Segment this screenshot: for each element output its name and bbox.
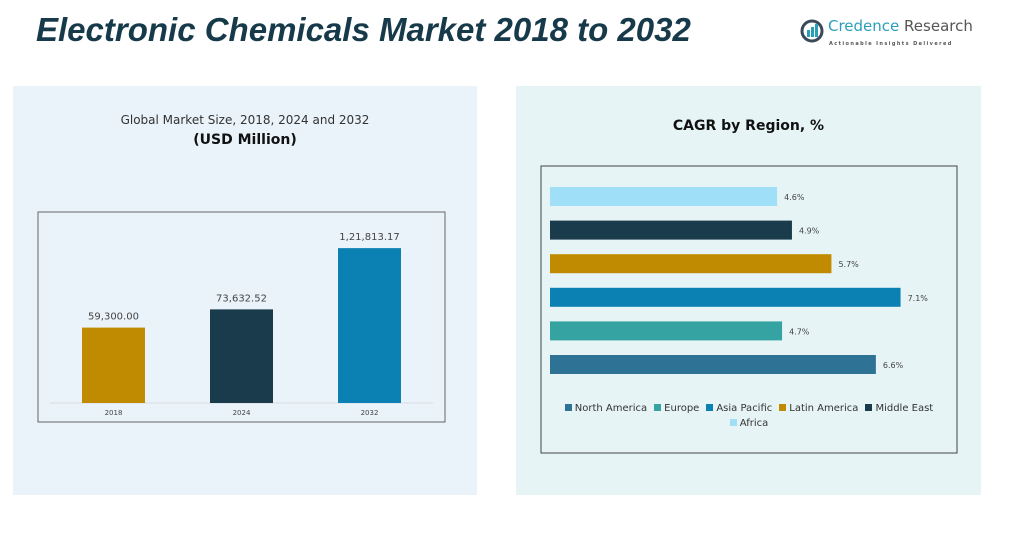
chart-title: CAGR by Region, %	[672, 118, 825, 134]
legend-swatch	[654, 404, 662, 411]
bar-africa	[550, 187, 778, 206]
bar-north-america	[550, 355, 876, 374]
market-plot-frame	[37, 211, 446, 423]
bar-asia-pacific	[550, 287, 901, 307]
page-title: Electronic Chemicals Market 2018 to 2032	[36, 11, 691, 48]
legend-item: North America	[564, 402, 648, 415]
legend-swatch	[779, 404, 787, 411]
legend-label: Africa	[739, 418, 769, 429]
logo-tagline: Actionable Insights Delivered	[829, 41, 953, 47]
legend-label: Asia Pacific	[716, 403, 773, 414]
bar-europe	[550, 321, 783, 341]
bar-value-label: 7.1%	[908, 294, 929, 303]
legend-label: Europe	[664, 403, 700, 414]
x-tick-label: 2032	[361, 409, 379, 417]
chart-title: Global Market Size, 2018, 2024 and 2032	[120, 113, 370, 127]
bar-value-label: 4.6%	[784, 193, 805, 202]
bar-value-label: 4.9%	[799, 227, 820, 236]
x-tick-label: 2024	[233, 409, 251, 417]
bar-value-label: 4.7%	[789, 327, 810, 336]
cagr-bars: 4.6% 4.9% 5.7% 7.1% 4.7% 6.6%	[550, 187, 928, 374]
legend-label: North America	[574, 403, 648, 414]
bar-latin-america	[550, 254, 832, 274]
legend-item: Latin America	[779, 402, 858, 415]
legend-item: Asia Pacific	[706, 402, 772, 415]
legend-label: Middle East	[875, 403, 934, 414]
bar-value-label: 5.7%	[838, 260, 859, 269]
bar-value-label: 73,632.52	[216, 293, 267, 304]
legend-label: Latin America	[789, 403, 859, 414]
logo-name-a: Credence	[828, 17, 900, 35]
logo-icon	[800, 19, 824, 43]
logo-name: Credence Research	[828, 18, 973, 35]
legend-item: Europe	[654, 402, 699, 415]
bar-2018	[82, 327, 145, 403]
legend-swatch	[729, 419, 737, 426]
x-tick-label: 2018	[105, 409, 123, 417]
bar-value-label: 1,21,813.17	[339, 232, 399, 243]
logo: Credence Research Actionable Insights De…	[800, 18, 990, 52]
legend-swatch	[564, 404, 572, 411]
legend-swatch	[865, 404, 873, 411]
bar-2024	[210, 309, 273, 403]
cagr-legend: North America Europe Asia Pacific Latin Ame…	[548, 402, 950, 430]
market-bars: 59,300.00 2018 73,632.52 2024 1,21,813.17 203…	[82, 232, 401, 417]
bar-value-label: 59,300.00	[88, 312, 139, 323]
bar-value-label: 6.6%	[883, 361, 904, 370]
logo-name-b: Research	[899, 17, 973, 35]
cagr-plot-frame	[540, 165, 958, 454]
bar-2032	[338, 248, 401, 403]
legend-swatch	[706, 404, 714, 411]
legend-item: Middle East	[865, 402, 933, 415]
chart-subtitle: (USD Million)	[193, 132, 297, 148]
legend-item: Africa	[729, 417, 769, 430]
bar-middle-east	[550, 220, 792, 240]
